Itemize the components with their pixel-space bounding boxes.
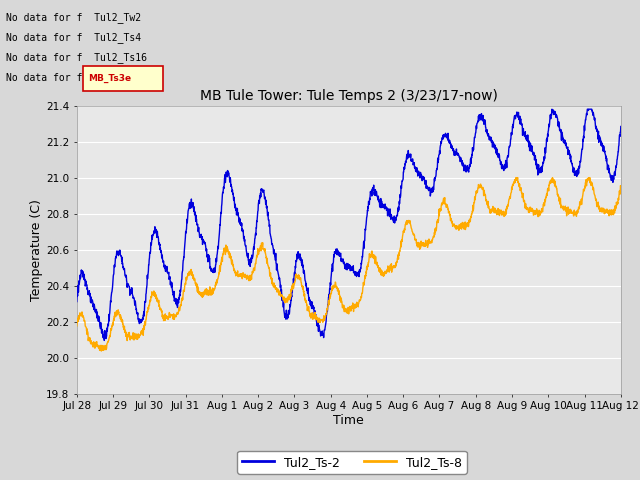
Text: No data for f  Tul2_Ts4: No data for f Tul2_Ts4: [6, 32, 141, 43]
Legend: Tul2_Ts-2, Tul2_Ts-8: Tul2_Ts-2, Tul2_Ts-8: [237, 451, 467, 474]
Text: No data for f  Tul2_Ts32: No data for f Tul2_Ts32: [6, 72, 147, 84]
Y-axis label: Temperature (C): Temperature (C): [30, 199, 43, 300]
Title: MB Tule Tower: Tule Temps 2 (3/23/17-now): MB Tule Tower: Tule Temps 2 (3/23/17-now…: [200, 89, 498, 103]
Text: No data for f  Tul2_Ts16: No data for f Tul2_Ts16: [6, 52, 147, 63]
Text: MB_Ts3e: MB_Ts3e: [88, 74, 131, 84]
Text: No data for f  Tul2_Tw2: No data for f Tul2_Tw2: [6, 12, 141, 23]
X-axis label: Time: Time: [333, 414, 364, 427]
